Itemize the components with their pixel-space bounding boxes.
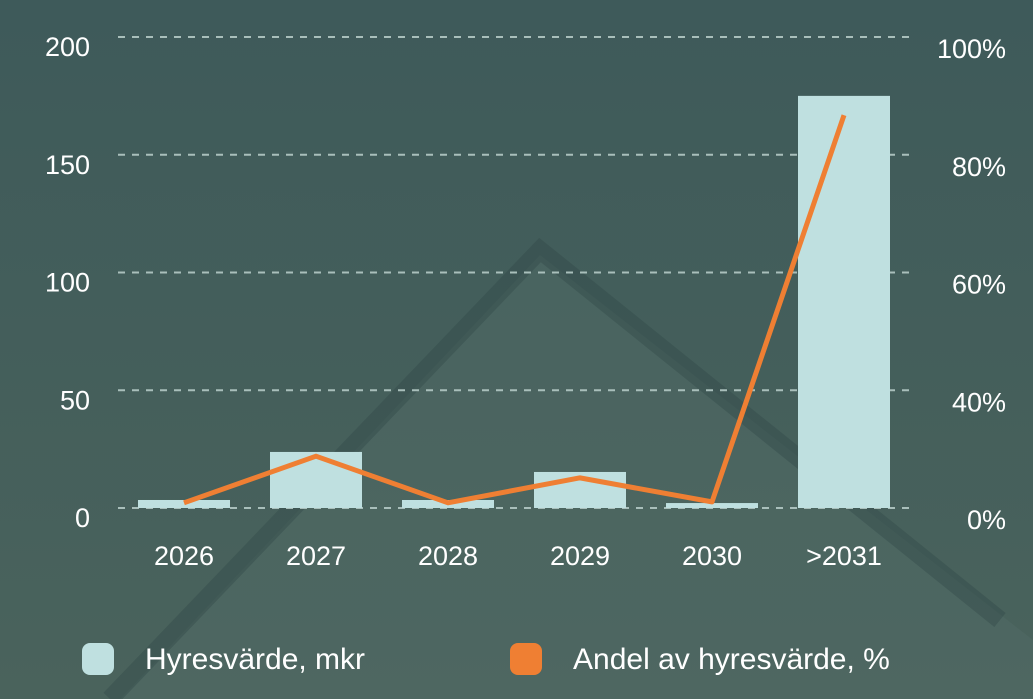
legend-swatch	[82, 643, 114, 675]
x-tick-label: 2030	[682, 541, 742, 571]
y-tick-label: 150	[45, 150, 90, 180]
y2-tick-label: 60%	[952, 270, 1006, 300]
y-tick-label: 0	[75, 503, 90, 533]
x-tick-label: 2027	[286, 541, 346, 571]
y-tick-label: 200	[45, 32, 90, 62]
y2-tick-label: 80%	[952, 152, 1006, 182]
legend-swatch	[510, 643, 542, 675]
legend-label: Hyresvärde, mkr	[145, 643, 365, 676]
x-tick-label: 2029	[550, 541, 610, 571]
x-tick-label: >2031	[806, 541, 882, 571]
bar	[270, 452, 362, 508]
y2-tick-label: 0%	[967, 505, 1006, 535]
y-tick-label: 50	[60, 385, 90, 415]
chart: Hyresvärde, mkr Andel av hyresvärde, % 0 5…	[0, 0, 1033, 699]
x-tick-label: 2028	[418, 541, 478, 571]
y2-tick-label: 40%	[952, 387, 1006, 417]
bar	[798, 96, 890, 508]
x-tick-label: 2026	[154, 541, 214, 571]
y2-tick-label: 100%	[937, 34, 1006, 64]
page: {"chart_data": {"type": "bar-line", "cat…	[0, 0, 1033, 699]
y-tick-label: 100	[45, 268, 90, 298]
legend-label: Andel av hyresvärde, %	[573, 643, 890, 676]
